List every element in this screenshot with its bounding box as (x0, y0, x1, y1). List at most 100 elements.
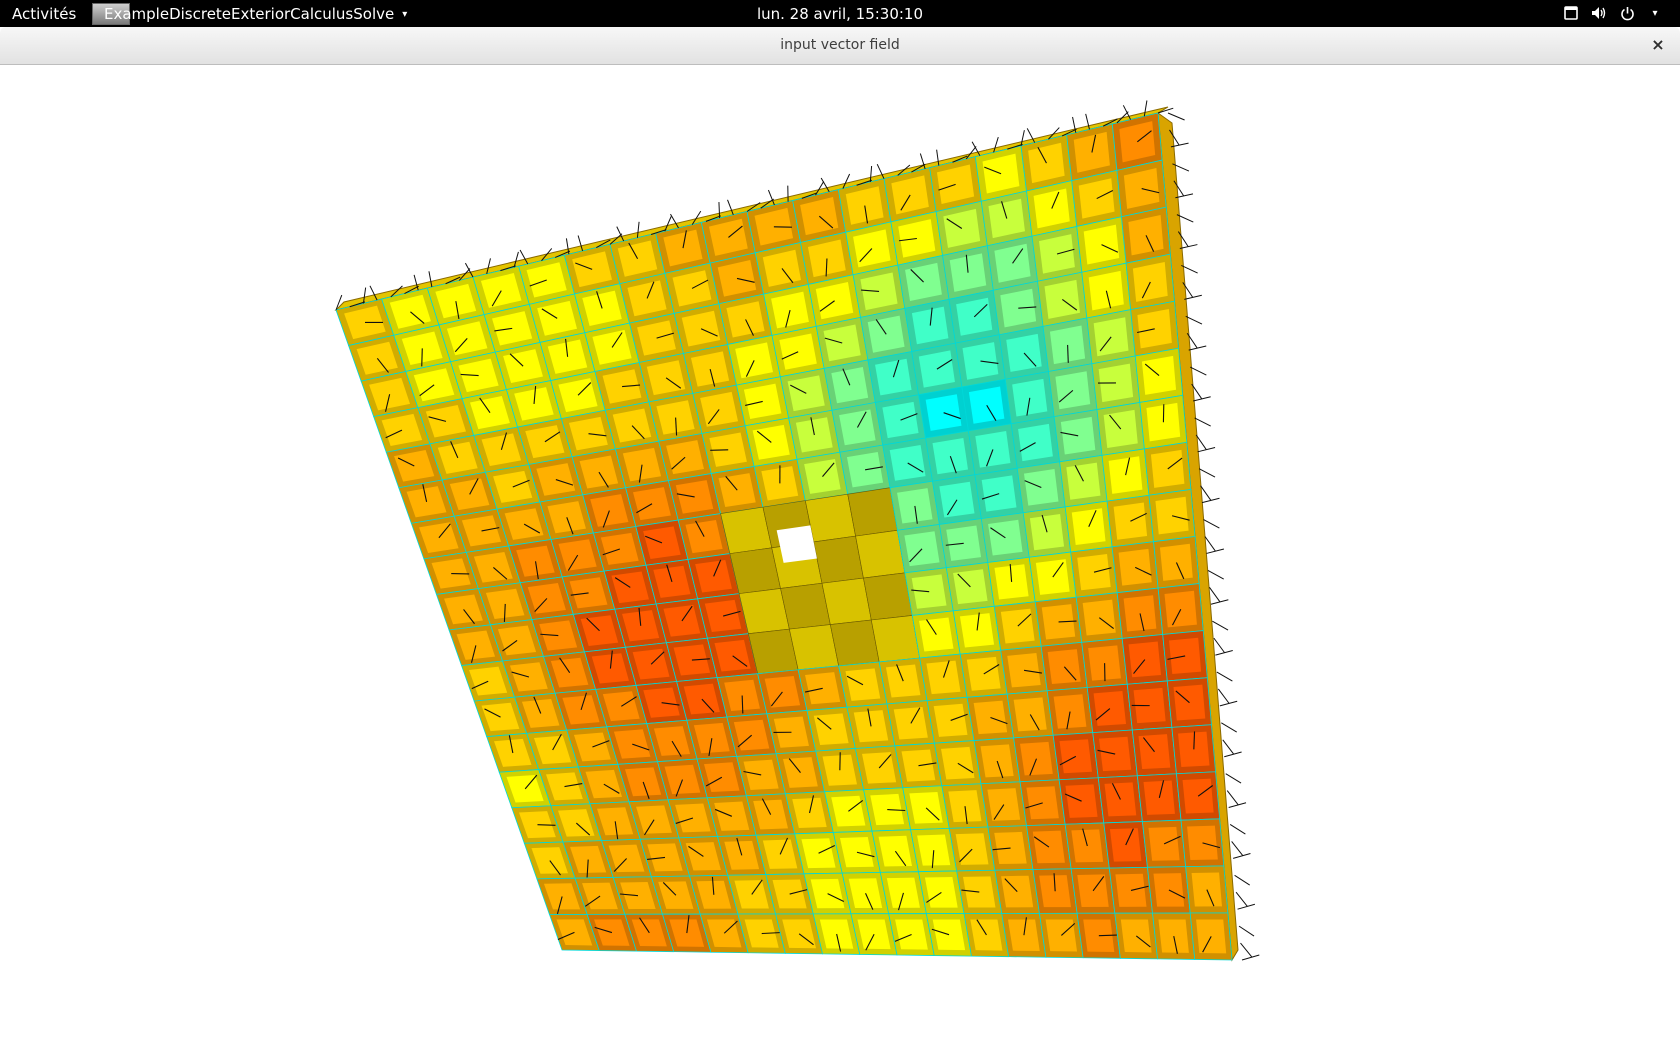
vector-arrow (818, 844, 836, 854)
mesh-cell-top (1148, 826, 1180, 861)
vector-arrow (422, 484, 428, 502)
mesh-cell-top (848, 878, 883, 909)
app-menu[interactable]: ExampleDiscreteExteriorCalculusSolve ▾ (92, 3, 407, 25)
mesh-cell-top (344, 305, 386, 340)
vector-arrow (614, 821, 619, 840)
vector-arrow (1029, 714, 1040, 731)
vector-arrow (867, 708, 872, 727)
edge-vector (1179, 244, 1198, 250)
vector-arrow (479, 397, 491, 413)
vector-arrow (865, 893, 874, 910)
mesh-cell-top (1118, 548, 1152, 586)
vector-arrow (711, 876, 715, 895)
vector-arrow (1061, 922, 1076, 936)
vector-arrow (713, 559, 722, 577)
mesh-cell-top (948, 790, 982, 823)
edge-vector (486, 258, 491, 275)
edge-vector (1213, 637, 1225, 653)
vector-arrow (688, 845, 704, 857)
mesh-cell-top (1182, 778, 1214, 814)
edge-vector (1167, 112, 1185, 121)
vector-arrow (509, 353, 524, 367)
edge-vector (1143, 100, 1148, 117)
vector-arrow (1109, 414, 1122, 430)
mesh-cell-top (1153, 873, 1185, 907)
vector-arrow (961, 889, 980, 893)
mesh-cell-top (613, 729, 651, 759)
hole-wall (804, 493, 856, 543)
edge-vector (1182, 282, 1194, 298)
vector-arrow (983, 664, 1000, 675)
vector-arrow (1058, 389, 1074, 403)
mesh-cell-top (431, 558, 471, 589)
vector-arrow (508, 735, 514, 754)
edge-vector (636, 221, 640, 238)
edge-vector (1226, 790, 1239, 806)
mesh-cell-top (870, 793, 905, 826)
mesh-cell-top (1187, 825, 1218, 860)
edge-vector (1215, 649, 1233, 656)
mesh-cell-top (543, 883, 581, 910)
mesh-cell-top (461, 515, 502, 547)
clock[interactable]: lun. 28 avril, 15:30:10 (756, 5, 924, 23)
vector-arrow (996, 760, 1004, 779)
vector-arrow (410, 311, 425, 324)
hole-wall (863, 572, 913, 621)
vector-arrow (1135, 566, 1152, 576)
vector-arrow (818, 215, 834, 229)
vector-arrow (945, 542, 964, 546)
vector-arrow (898, 237, 917, 242)
edge-vector (609, 233, 623, 245)
vector-arrow (1012, 248, 1024, 264)
mesh-cell-top (704, 599, 742, 633)
mesh-cell-top (579, 455, 619, 489)
mesh-cell-top (602, 369, 642, 404)
vector-arrow (565, 338, 569, 357)
edge-vector (541, 248, 553, 262)
vector-arrow (695, 520, 705, 537)
activities-button[interactable]: Activités (12, 5, 77, 23)
vector-arrow (491, 290, 502, 307)
vector-arrow (709, 368, 716, 387)
mesh-cell-top (764, 675, 801, 708)
vector-arrow (741, 695, 744, 714)
3d-viewport[interactable] (0, 65, 1680, 1050)
vector-arrow (534, 598, 548, 613)
vector-arrow (650, 651, 665, 665)
vector-arrow (914, 505, 918, 524)
status-menu[interactable]: ▾ (1562, 4, 1664, 22)
vector-arrow (942, 660, 950, 678)
vector-arrow (986, 449, 994, 467)
mesh-cell-top (807, 239, 846, 278)
window-titlebar[interactable]: input vector field × (0, 27, 1680, 65)
mesh-cell-top (810, 878, 845, 909)
mesh-cell-top (845, 186, 884, 225)
edge-vector (596, 239, 611, 249)
vector-arrow (1056, 248, 1075, 255)
vector-arrow (621, 696, 637, 707)
chevron-down-icon: ▾ (402, 8, 408, 20)
vector-arrow (745, 400, 763, 406)
app-icon (92, 3, 130, 25)
mesh-cell-top (925, 394, 962, 431)
mesh-cell-top (356, 341, 398, 375)
vector-arrow (737, 734, 753, 748)
edge-vector (1234, 874, 1250, 886)
vector-arrow (1093, 567, 1112, 573)
vector-arrow (1139, 613, 1145, 632)
mesh-cell-top (1082, 599, 1116, 636)
vector-arrow (552, 733, 562, 751)
vector-arrow (980, 360, 999, 365)
vector-arrow (900, 413, 918, 421)
vector-arrow (964, 806, 968, 825)
vector-arrow (878, 754, 892, 769)
vector-arrow (809, 795, 815, 814)
vector-arrow (1082, 828, 1088, 847)
vector-arrow (541, 308, 558, 319)
mesh-cell-top (504, 508, 544, 540)
mesh-faces (335, 112, 1233, 961)
mesh-cell-top (1020, 741, 1053, 776)
close-icon[interactable]: × (1651, 35, 1665, 54)
vector-arrow (827, 893, 845, 902)
vector-arrow (1098, 934, 1117, 937)
